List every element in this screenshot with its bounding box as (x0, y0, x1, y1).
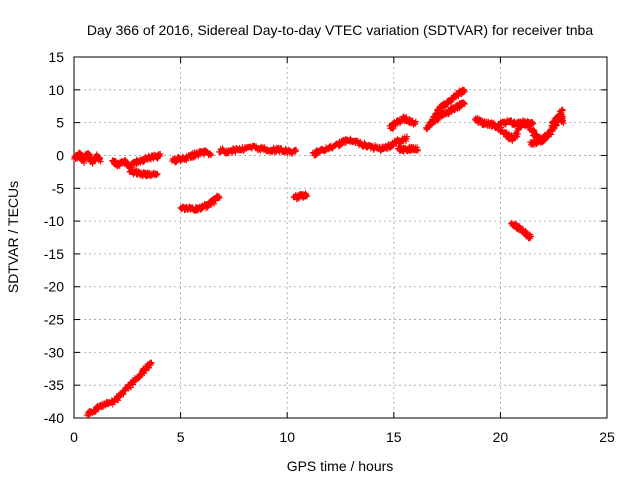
data-point (414, 147, 421, 154)
y-tick-label: -20 (44, 279, 64, 295)
y-tick-label: -25 (44, 312, 64, 328)
data-point (147, 360, 154, 367)
data-point (559, 106, 566, 113)
axis-ticks: 0 5 10 15 20 25 15 10 5 0 -5 -10 -15 -20 -25 -30 -35 -40 (44, 49, 615, 445)
series-track-18 (83, 359, 155, 419)
data-point (292, 148, 299, 155)
grid (74, 57, 607, 418)
data-point (148, 359, 155, 366)
data-point (546, 131, 553, 138)
data-point (412, 120, 419, 127)
x-tick-label: 25 (599, 429, 615, 445)
plot-frame (73, 56, 608, 419)
data-point (207, 151, 214, 158)
x-tick-label: 0 (70, 429, 78, 445)
series-track-5 (177, 192, 223, 214)
series-track-12 (429, 99, 468, 127)
y-axis-label: SDTVAR / TECUs (5, 181, 21, 293)
data-point (403, 135, 410, 142)
series-track-6 (215, 142, 300, 157)
data-point (514, 130, 521, 137)
data-point (414, 146, 421, 153)
x-tick-label: 15 (386, 429, 402, 445)
series-track-1 (71, 149, 104, 167)
x-tick-label: 5 (177, 429, 185, 445)
y-tick-label: 10 (48, 82, 64, 98)
x-tick-label: 10 (279, 429, 295, 445)
data-point (559, 118, 566, 125)
data-point (461, 99, 468, 106)
data-point (154, 170, 161, 177)
series-track-10 (395, 143, 421, 155)
y-tick-label: -30 (44, 344, 64, 360)
data-point (461, 86, 468, 93)
data-point (96, 156, 103, 163)
data-point (304, 193, 311, 200)
y-tick-label: 0 (56, 147, 64, 163)
y-tick-label: -35 (44, 377, 64, 393)
data-point (549, 127, 556, 134)
y-tick-label: -40 (44, 410, 64, 426)
x-axis-label: GPS time / hours (287, 458, 394, 474)
y-tick-label: 15 (48, 49, 64, 65)
y-tick-label: 5 (56, 115, 64, 131)
data-point (559, 107, 566, 114)
y-tick-label: -15 (44, 246, 64, 262)
data-point (362, 140, 369, 147)
series-track-3 (126, 166, 161, 180)
series-track-7 (290, 190, 311, 203)
data-point (156, 152, 163, 159)
series-track-9 (386, 113, 419, 132)
data-points (71, 86, 567, 419)
data-point (215, 193, 222, 200)
data-point (527, 235, 534, 242)
x-tick-label: 20 (493, 429, 509, 445)
data-point (389, 125, 396, 132)
series-track-8 (309, 133, 411, 159)
data-point (530, 126, 537, 133)
data-point (461, 101, 468, 108)
chart-title: Day 366 of 2016, Sidereal Day-to-day VTE… (87, 22, 594, 38)
data-point (303, 191, 310, 198)
data-point (514, 133, 521, 140)
series-track-16 (548, 111, 567, 129)
data-point (208, 152, 215, 159)
series-track-4 (169, 147, 215, 166)
y-tick-label: -5 (52, 180, 65, 196)
series-track-17 (508, 219, 534, 242)
data-point (530, 120, 537, 127)
series-track-2 (109, 150, 164, 172)
y-tick-label: -10 (44, 213, 64, 229)
